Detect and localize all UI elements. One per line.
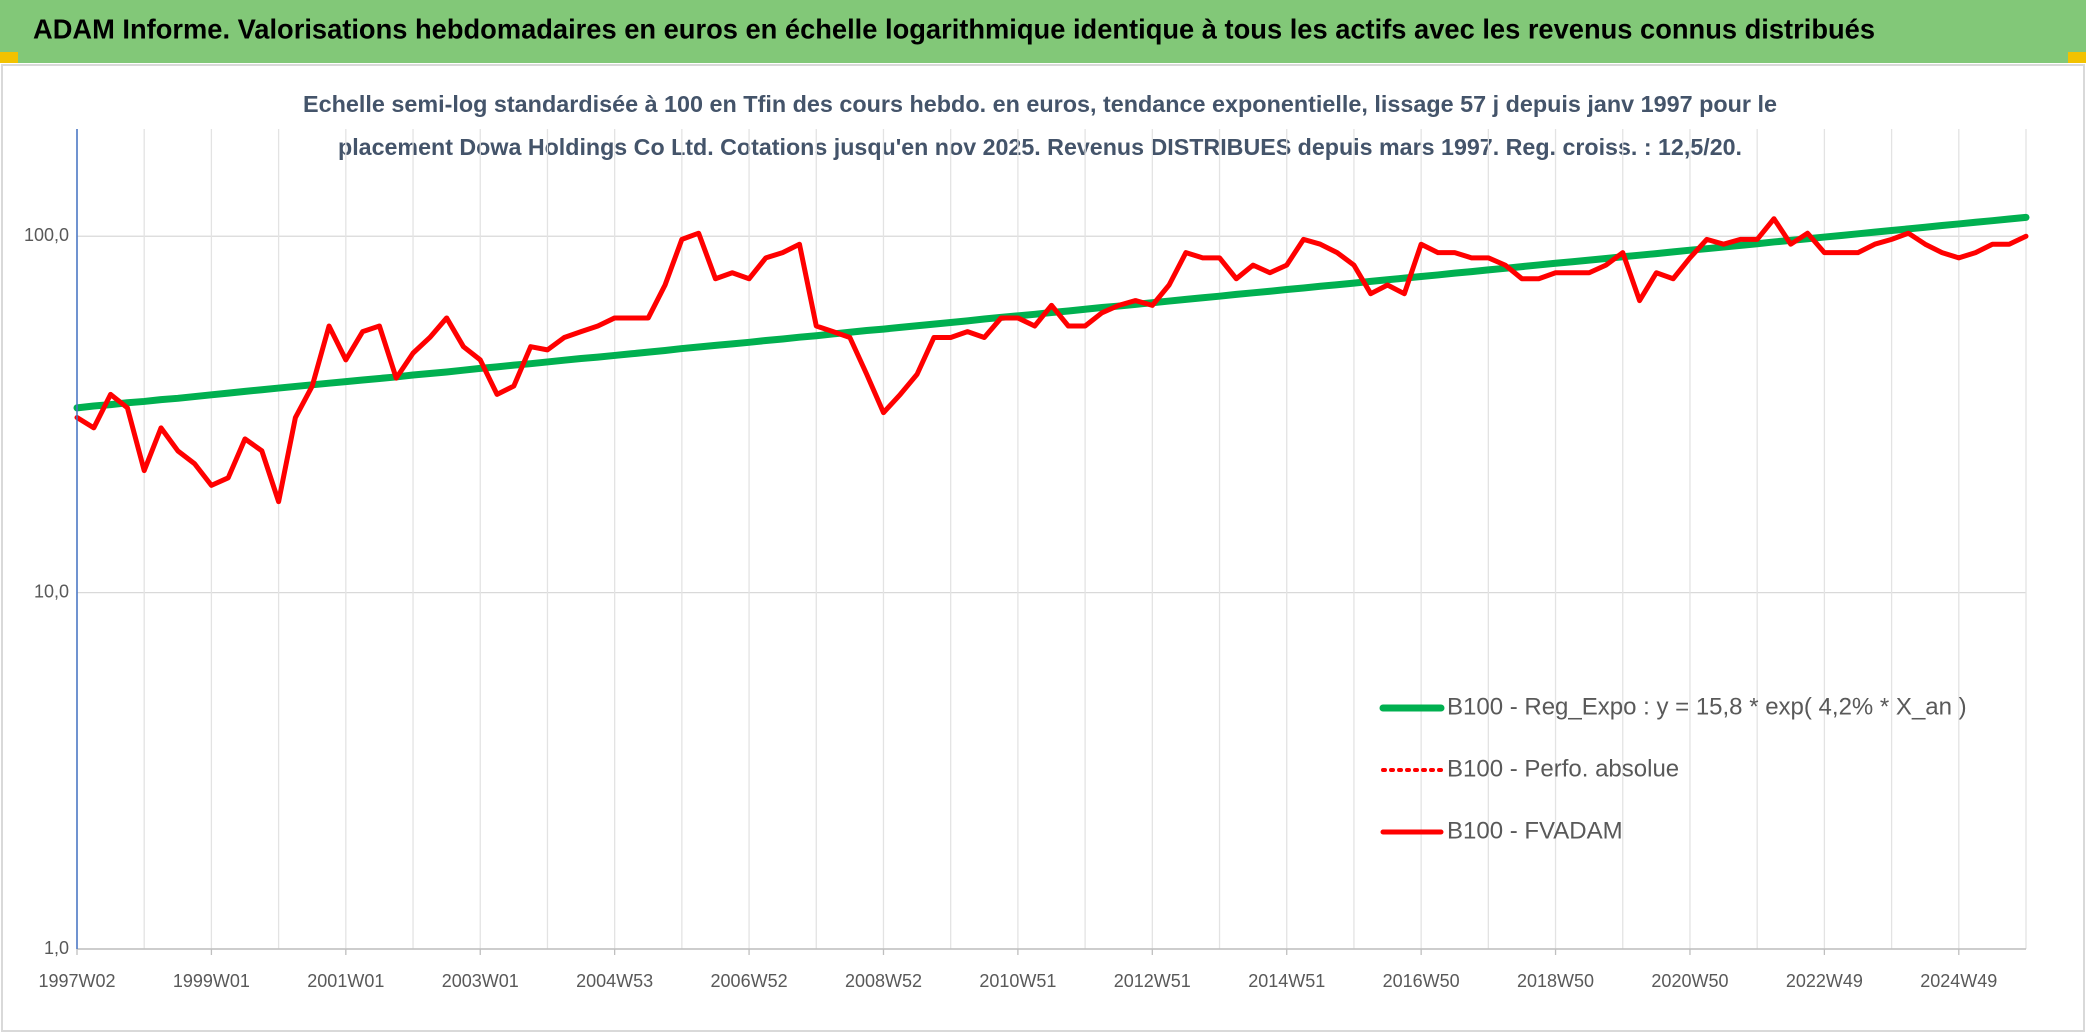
title-band — [0, 0, 2086, 63]
series-line — [74, 216, 2029, 505]
x-tick-label: 2022W49 — [1786, 971, 1863, 991]
x-tick-label: 2016W50 — [1383, 971, 1460, 991]
x-tick-label: 2014W51 — [1248, 971, 1325, 991]
legend-label: B100 - Perfo. absolue — [1447, 755, 1679, 782]
y-tick-label: 1,0 — [44, 938, 69, 958]
x-tick-label: 2010W51 — [979, 971, 1056, 991]
chart-frame — [1, 64, 2085, 1032]
x-tick-label: 2006W52 — [711, 971, 788, 991]
axes: 1,0 10,0 100,0 1997W02 1999W01 2001W01 2003W01… — [24, 129, 2026, 991]
chart-subtitle: Echelle semi-log standardisée à 100 en T… — [303, 91, 1777, 117]
x-tick-label: 1997W02 — [38, 971, 115, 991]
x-tick-label: 2018W50 — [1517, 971, 1594, 991]
y-tick-label: 10,0 — [34, 581, 69, 601]
y-tick-label: 100,0 — [24, 225, 69, 245]
x-tick-label: 2024W49 — [1920, 971, 1997, 991]
x-tick-label: 2004W53 — [576, 971, 653, 991]
x-tick-label: 2008W52 — [845, 971, 922, 991]
x-tick-label: 2001W01 — [307, 971, 384, 991]
x-tick-label: 2020W50 — [1651, 971, 1728, 991]
x-tick-label: 1999W01 — [173, 971, 250, 991]
legend: B100 - Reg_Expo : y = 15,8 * exp( 4,2% *… — [1379, 693, 1967, 844]
plot-lines — [73, 213, 2030, 505]
corner-decor — [2068, 52, 2086, 63]
chart-subtitle: placement Dowa Holdings Co Ltd. Cotation… — [338, 134, 1742, 160]
corner-decor — [0, 52, 18, 63]
x-tick-label: 2003W01 — [442, 971, 519, 991]
legend-label: B100 - FVADAM — [1447, 817, 1623, 844]
chart-title: ADAM Informe. Valorisations hebdomadaire… — [33, 13, 1875, 44]
legend-label: B100 - Reg_Expo : y = 15,8 * exp( 4,2% *… — [1447, 693, 1967, 720]
x-tick-label: 2012W51 — [1114, 971, 1191, 991]
